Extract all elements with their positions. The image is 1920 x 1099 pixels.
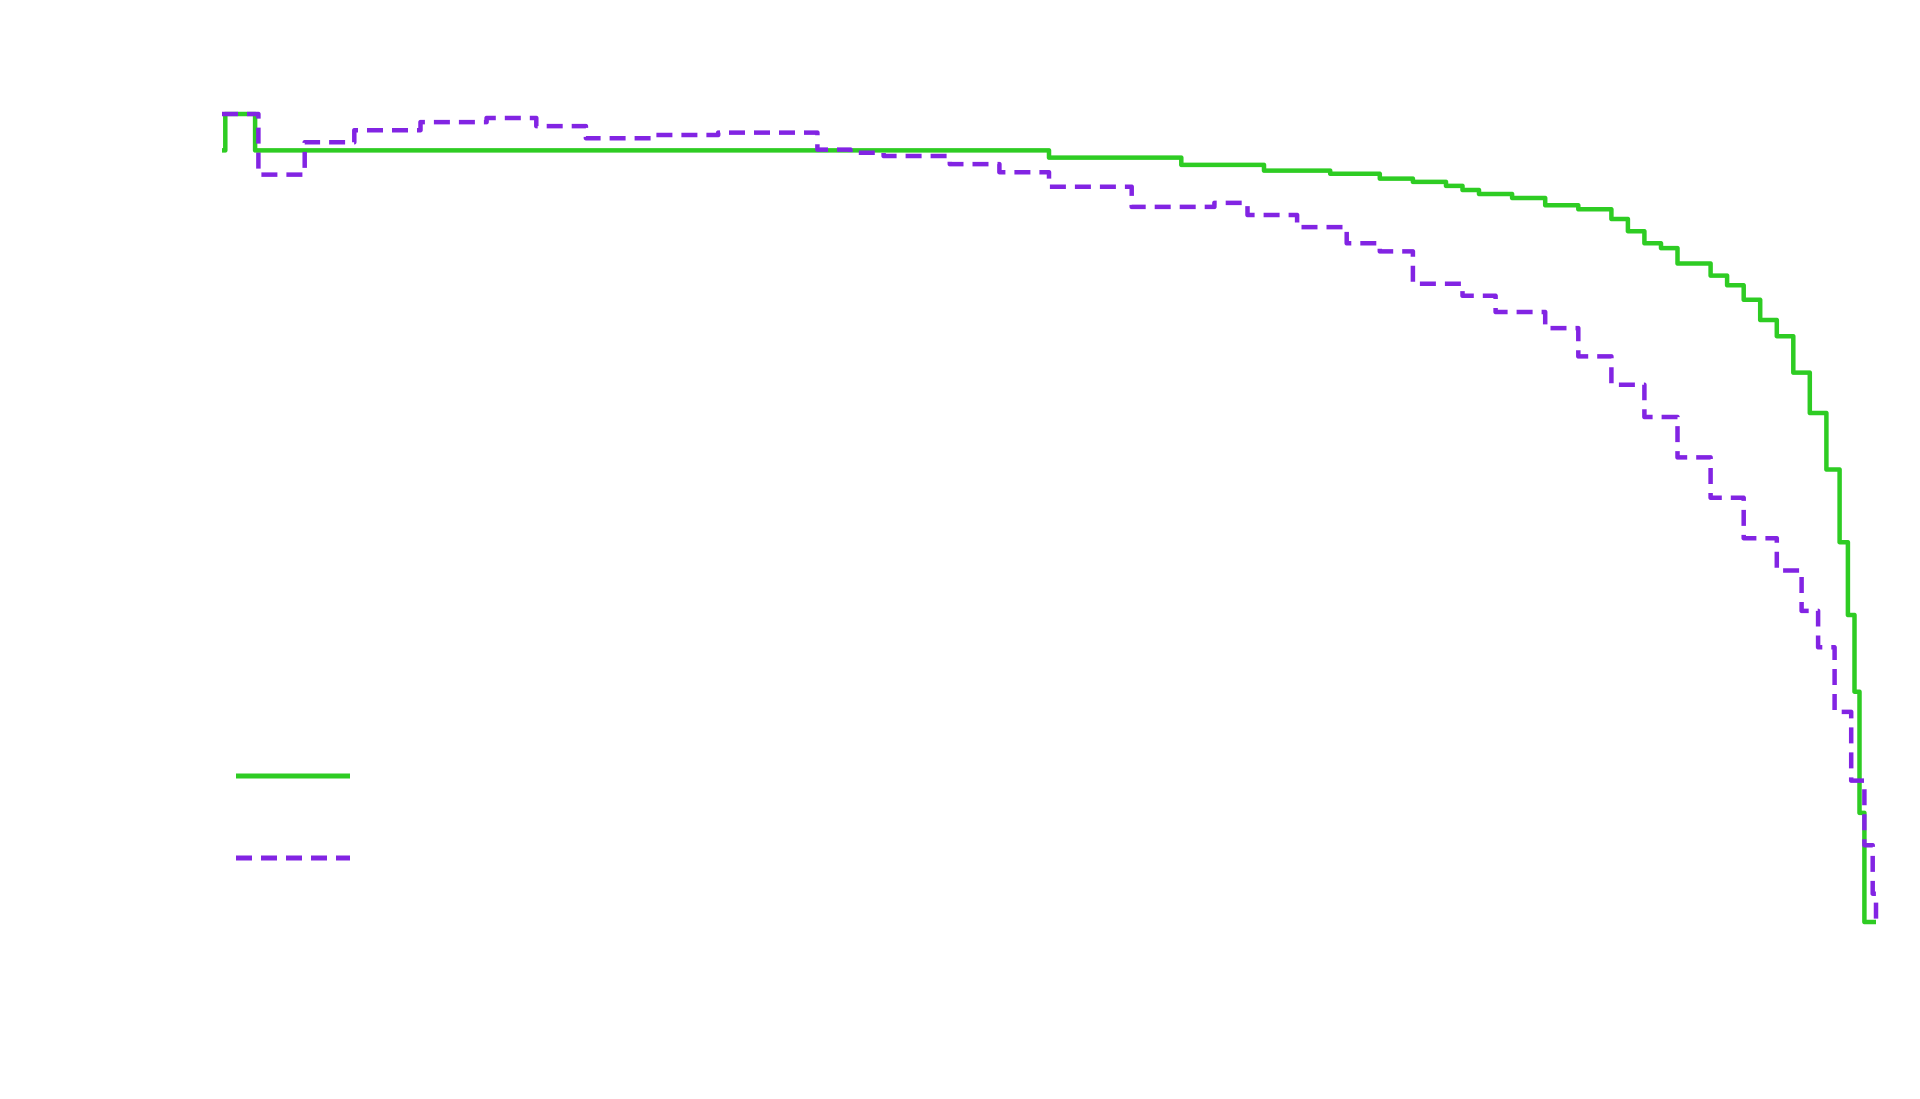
series-line-1	[222, 111, 1877, 925]
plot-area	[222, 111, 1879, 925]
legend	[236, 773, 350, 861]
series-line-2	[222, 111, 1879, 922]
